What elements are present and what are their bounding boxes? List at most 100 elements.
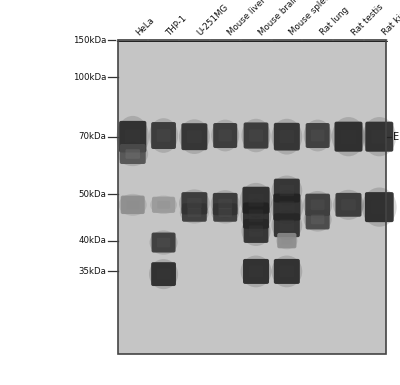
FancyBboxPatch shape bbox=[152, 233, 176, 253]
FancyBboxPatch shape bbox=[151, 122, 176, 149]
Text: 50kDa: 50kDa bbox=[78, 190, 106, 199]
Text: 35kDa: 35kDa bbox=[78, 267, 106, 276]
FancyBboxPatch shape bbox=[157, 238, 170, 247]
FancyBboxPatch shape bbox=[341, 199, 356, 211]
FancyBboxPatch shape bbox=[151, 262, 176, 286]
FancyBboxPatch shape bbox=[213, 123, 237, 148]
Bar bbox=[118, 40, 386, 354]
Text: HeLa: HeLa bbox=[134, 15, 156, 37]
FancyBboxPatch shape bbox=[311, 130, 324, 141]
FancyBboxPatch shape bbox=[182, 203, 207, 222]
FancyBboxPatch shape bbox=[277, 233, 296, 248]
FancyBboxPatch shape bbox=[152, 197, 175, 213]
Text: EHD1: EHD1 bbox=[393, 132, 400, 142]
FancyBboxPatch shape bbox=[279, 201, 294, 213]
Ellipse shape bbox=[119, 194, 147, 216]
Ellipse shape bbox=[240, 183, 272, 218]
FancyBboxPatch shape bbox=[244, 219, 268, 243]
FancyBboxPatch shape bbox=[242, 187, 270, 214]
Text: Rat testis: Rat testis bbox=[350, 2, 385, 37]
FancyBboxPatch shape bbox=[280, 219, 294, 231]
Ellipse shape bbox=[333, 190, 364, 220]
Ellipse shape bbox=[272, 256, 302, 287]
FancyBboxPatch shape bbox=[249, 129, 263, 142]
Ellipse shape bbox=[270, 190, 303, 224]
Ellipse shape bbox=[179, 119, 210, 154]
Ellipse shape bbox=[272, 119, 302, 154]
FancyBboxPatch shape bbox=[120, 144, 146, 164]
Ellipse shape bbox=[211, 190, 240, 218]
Text: Mouse brain: Mouse brain bbox=[257, 0, 301, 37]
FancyBboxPatch shape bbox=[157, 268, 170, 280]
FancyBboxPatch shape bbox=[274, 123, 300, 151]
Ellipse shape bbox=[242, 216, 270, 246]
FancyBboxPatch shape bbox=[121, 196, 145, 214]
Ellipse shape bbox=[272, 210, 302, 240]
FancyBboxPatch shape bbox=[157, 129, 170, 142]
FancyBboxPatch shape bbox=[280, 266, 294, 277]
FancyBboxPatch shape bbox=[181, 192, 207, 214]
FancyBboxPatch shape bbox=[334, 122, 362, 152]
FancyBboxPatch shape bbox=[213, 193, 238, 215]
Ellipse shape bbox=[180, 202, 209, 223]
FancyBboxPatch shape bbox=[126, 149, 140, 159]
Text: 100kDa: 100kDa bbox=[73, 72, 106, 82]
Ellipse shape bbox=[150, 230, 178, 255]
FancyBboxPatch shape bbox=[218, 199, 232, 209]
FancyBboxPatch shape bbox=[365, 192, 394, 222]
FancyBboxPatch shape bbox=[187, 130, 202, 143]
Ellipse shape bbox=[362, 117, 396, 156]
FancyBboxPatch shape bbox=[249, 266, 263, 277]
Text: Rat kidney: Rat kidney bbox=[380, 0, 400, 37]
FancyBboxPatch shape bbox=[244, 122, 268, 149]
Ellipse shape bbox=[241, 256, 272, 287]
FancyBboxPatch shape bbox=[336, 193, 362, 217]
FancyBboxPatch shape bbox=[125, 129, 140, 144]
FancyBboxPatch shape bbox=[187, 198, 202, 209]
Ellipse shape bbox=[211, 120, 239, 151]
FancyBboxPatch shape bbox=[126, 200, 140, 209]
FancyBboxPatch shape bbox=[218, 130, 232, 141]
FancyBboxPatch shape bbox=[188, 208, 201, 217]
Ellipse shape bbox=[150, 196, 177, 214]
FancyBboxPatch shape bbox=[341, 130, 356, 144]
Ellipse shape bbox=[304, 207, 332, 231]
Text: U-251MG: U-251MG bbox=[196, 3, 230, 37]
Ellipse shape bbox=[276, 232, 298, 249]
FancyBboxPatch shape bbox=[274, 259, 300, 284]
Ellipse shape bbox=[211, 202, 239, 223]
Ellipse shape bbox=[242, 119, 270, 152]
FancyBboxPatch shape bbox=[280, 185, 294, 196]
Ellipse shape bbox=[149, 259, 178, 289]
Ellipse shape bbox=[117, 142, 148, 166]
Ellipse shape bbox=[332, 117, 365, 156]
Ellipse shape bbox=[241, 199, 272, 232]
FancyBboxPatch shape bbox=[280, 130, 294, 143]
FancyBboxPatch shape bbox=[305, 194, 330, 216]
FancyBboxPatch shape bbox=[306, 209, 330, 229]
FancyBboxPatch shape bbox=[119, 121, 146, 152]
FancyBboxPatch shape bbox=[365, 122, 393, 152]
FancyBboxPatch shape bbox=[248, 194, 264, 206]
FancyBboxPatch shape bbox=[249, 209, 263, 222]
Text: 150kDa: 150kDa bbox=[73, 36, 106, 45]
Ellipse shape bbox=[116, 116, 149, 157]
Ellipse shape bbox=[303, 191, 332, 219]
FancyBboxPatch shape bbox=[218, 208, 232, 217]
FancyBboxPatch shape bbox=[282, 237, 292, 244]
Text: Rat lung: Rat lung bbox=[319, 5, 351, 37]
FancyBboxPatch shape bbox=[243, 203, 269, 229]
Ellipse shape bbox=[362, 187, 397, 227]
Ellipse shape bbox=[149, 118, 178, 153]
FancyBboxPatch shape bbox=[306, 123, 330, 148]
Ellipse shape bbox=[179, 189, 210, 217]
FancyBboxPatch shape bbox=[372, 130, 387, 144]
FancyBboxPatch shape bbox=[311, 199, 324, 210]
FancyBboxPatch shape bbox=[213, 203, 237, 222]
FancyBboxPatch shape bbox=[273, 194, 300, 221]
FancyBboxPatch shape bbox=[371, 200, 387, 214]
Text: Mouse liver: Mouse liver bbox=[226, 0, 268, 37]
FancyBboxPatch shape bbox=[274, 213, 300, 237]
Text: 40kDa: 40kDa bbox=[78, 236, 106, 245]
Text: Mouse spleen: Mouse spleen bbox=[288, 0, 336, 37]
